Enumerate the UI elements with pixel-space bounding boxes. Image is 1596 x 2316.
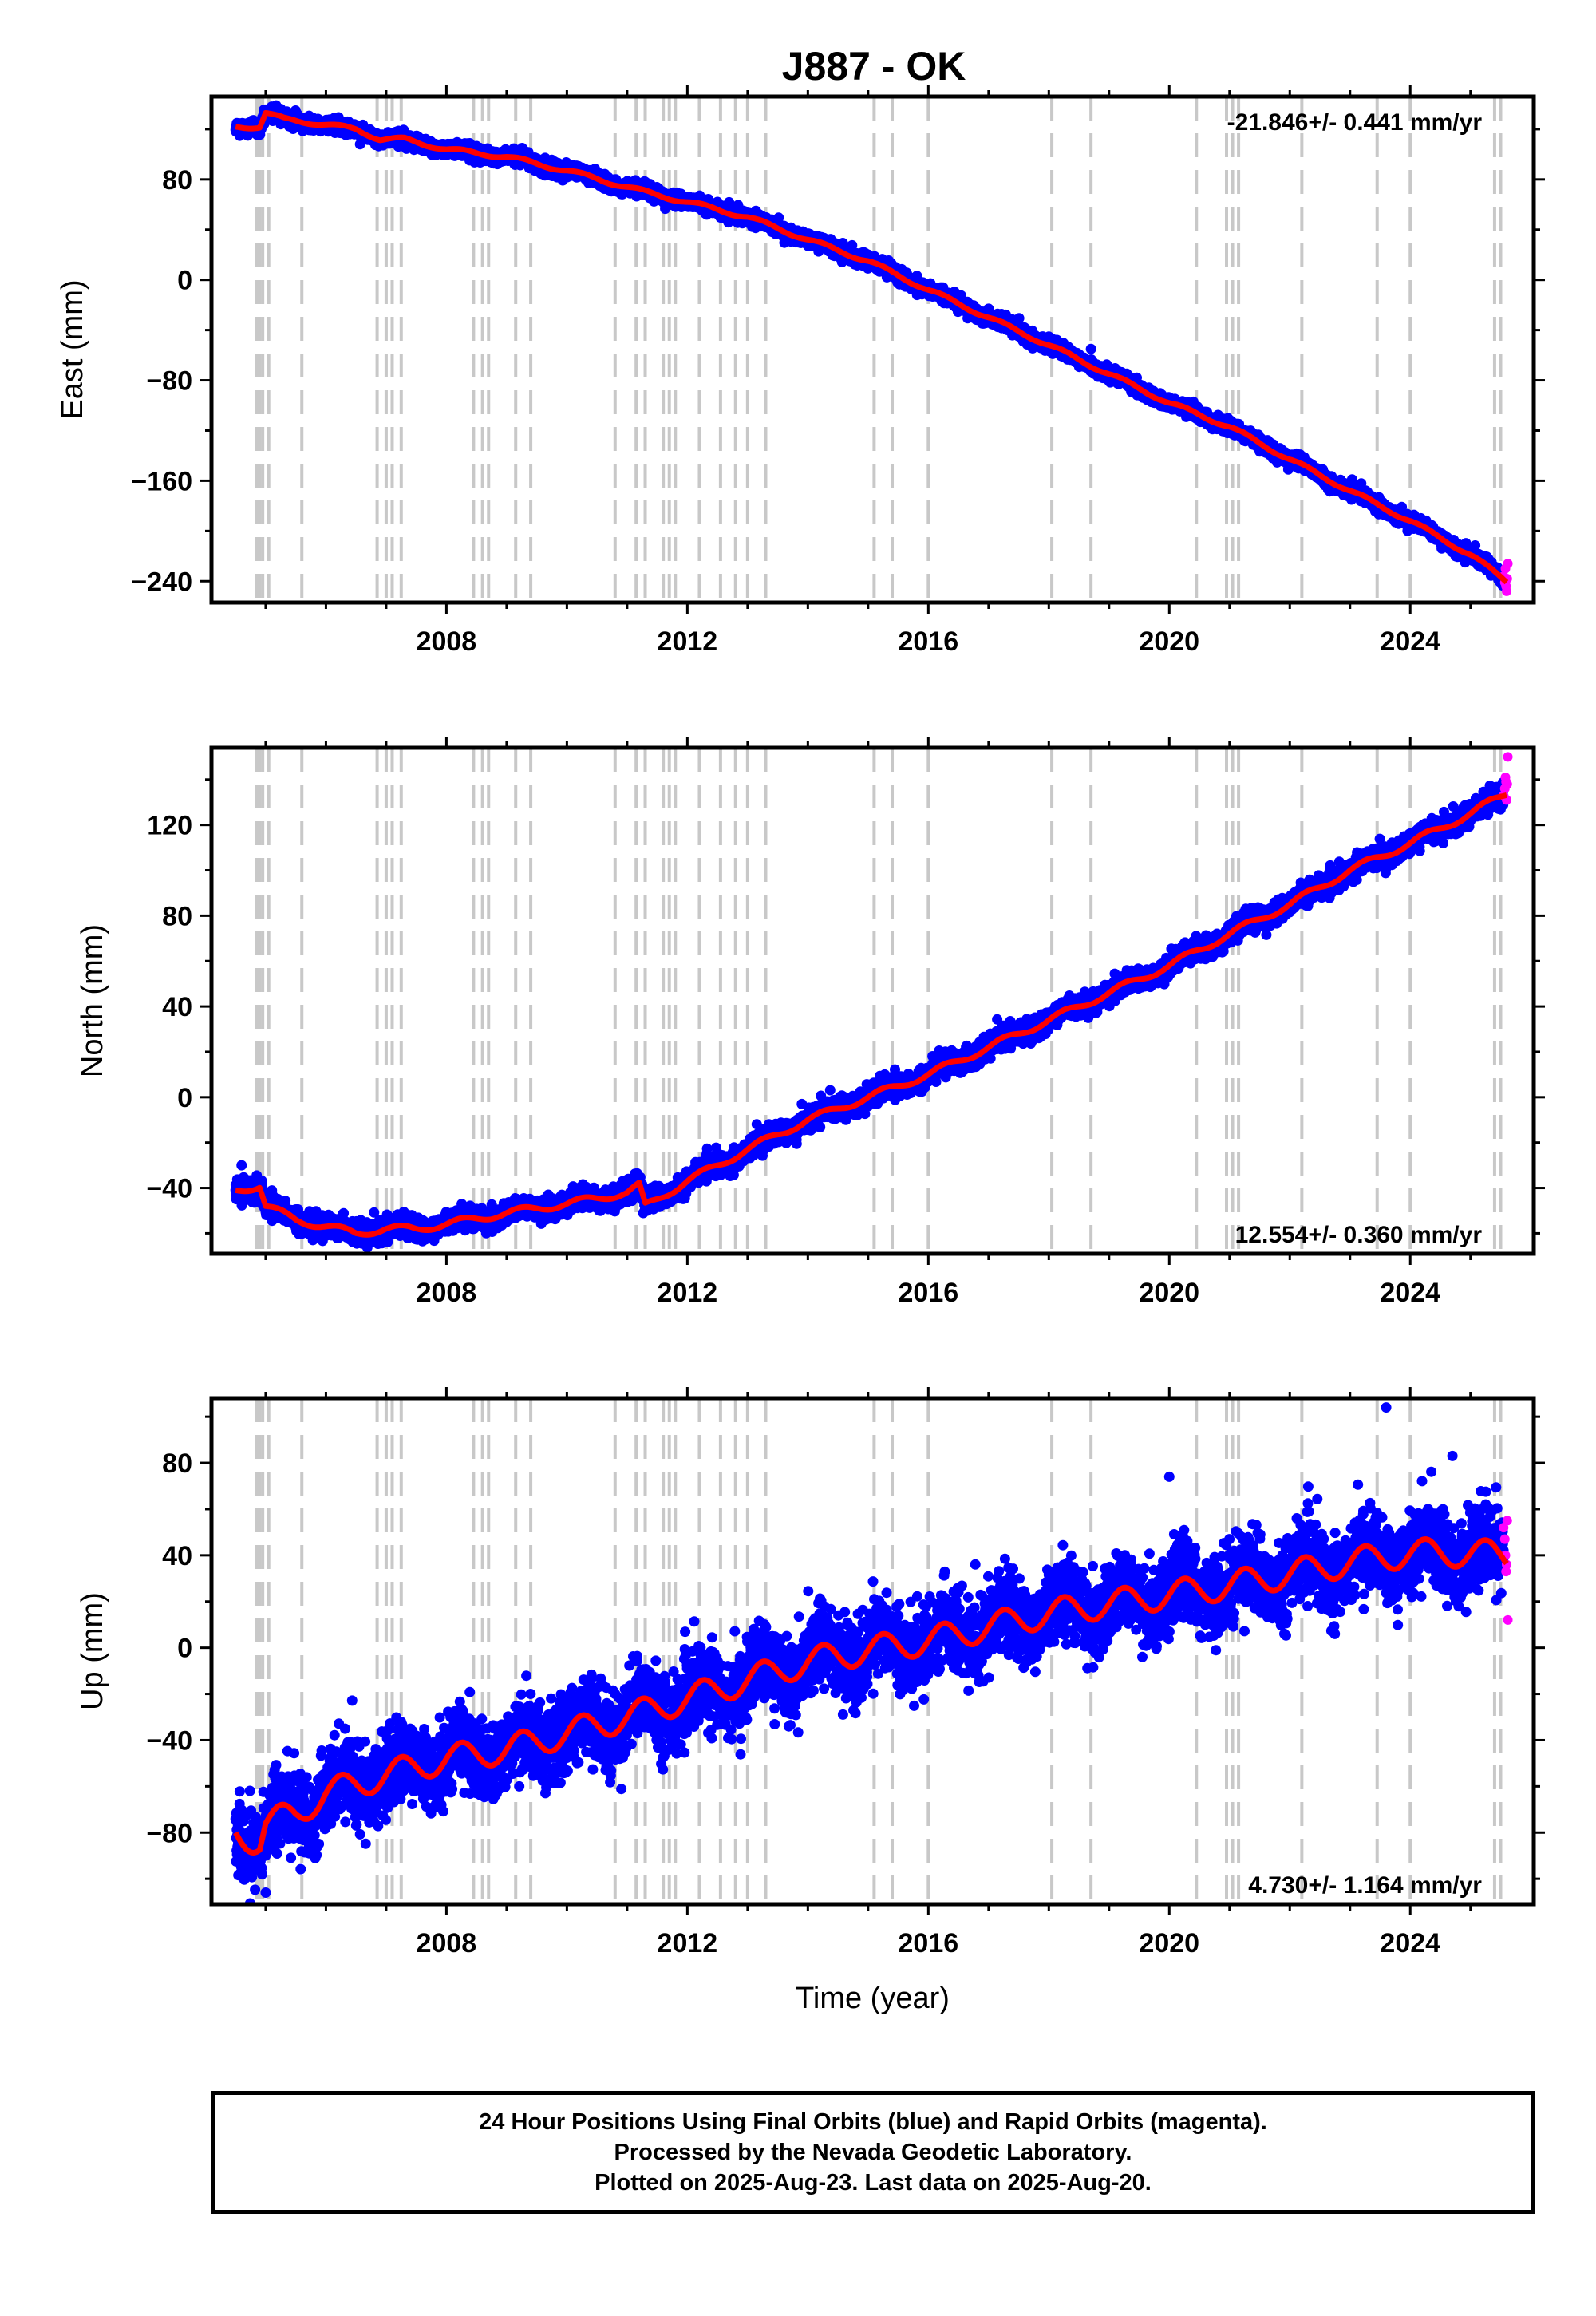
chart-title: J887 - OK [782,44,966,89]
data-point [1013,313,1025,324]
east-final-points [230,100,1509,591]
